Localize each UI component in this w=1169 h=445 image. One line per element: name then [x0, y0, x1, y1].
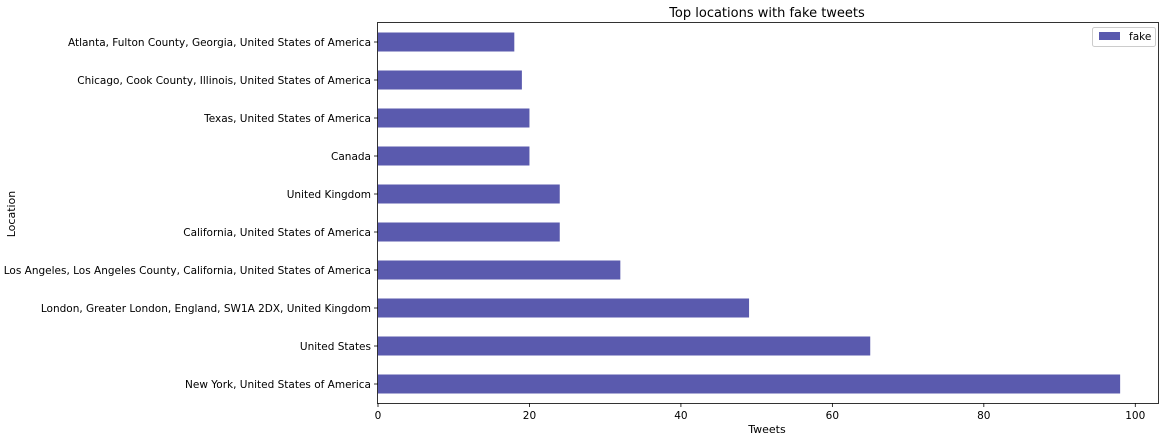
ticks-layer: New York, United States of America United… [4, 37, 1146, 422]
x-tick-label: 0 [375, 410, 382, 422]
plot-area-frame [377, 22, 1159, 404]
bar [378, 260, 621, 280]
legend-swatch [1099, 32, 1120, 40]
bar [378, 222, 560, 242]
x-tick-label: 80 [977, 410, 990, 422]
x-tick-label: 60 [826, 410, 839, 422]
x-axis-label: Tweets [747, 423, 786, 436]
y-tick-label: London, Greater London, England, SW1A 2D… [41, 303, 371, 315]
chart-title: Top locations with fake tweets [668, 6, 865, 21]
y-tick-label: Chicago, Cook County, Illinois, United S… [77, 75, 371, 87]
x-tick-label: 40 [674, 410, 687, 422]
bar [378, 336, 871, 356]
x-tick-label: 100 [1125, 410, 1145, 422]
x-tick-label: 20 [523, 410, 536, 422]
y-tick-label: California, United States of America [183, 227, 371, 239]
bar [378, 32, 515, 52]
y-tick-label: New York, United States of America [185, 379, 371, 391]
y-tick-label: Texas, United States of America [203, 113, 371, 125]
y-axis-label: Location [5, 191, 18, 238]
bar [378, 298, 750, 318]
y-tick-label: United Kingdom [287, 189, 371, 201]
y-tick-label: Canada [331, 151, 371, 163]
y-tick-label: Atlanta, Fulton County, Georgia, United … [68, 37, 371, 49]
bar [378, 70, 522, 90]
bar [378, 184, 560, 204]
y-tick-label: United States [300, 341, 371, 353]
y-tick-label: Los Angeles, Los Angeles County, Califor… [4, 265, 371, 277]
bar [378, 108, 530, 128]
legend-label: fake [1129, 31, 1151, 43]
legend: fake [1092, 27, 1156, 47]
bars-layer [378, 32, 1121, 394]
bar [378, 374, 1121, 394]
bar [378, 146, 530, 166]
